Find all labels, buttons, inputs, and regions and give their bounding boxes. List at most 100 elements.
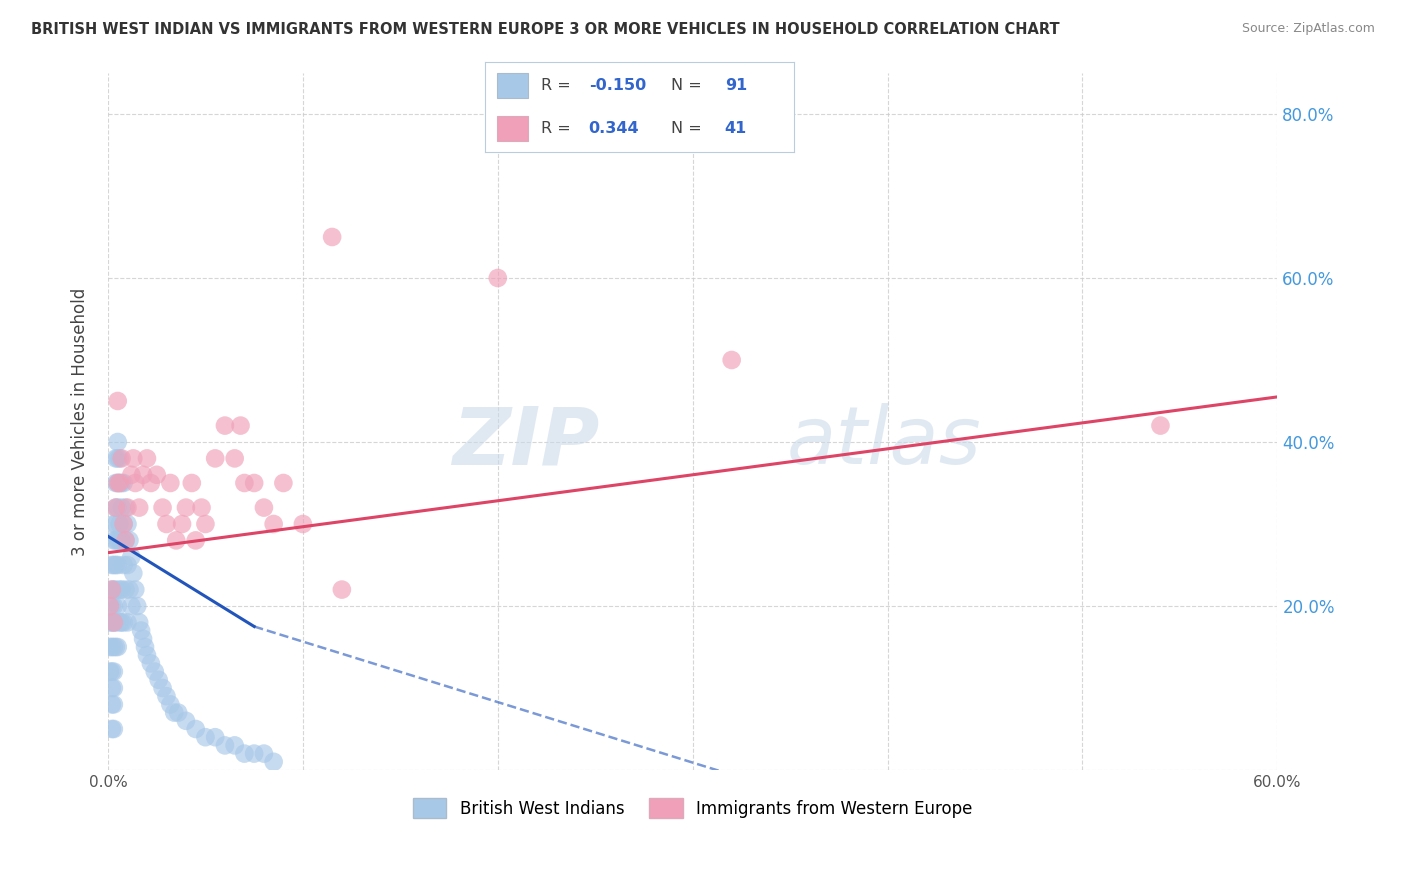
- Point: [103, 681, 125, 695]
- Point: [101, 582, 124, 597]
- Point: [145, 467, 167, 482]
- Point: [224, 451, 246, 466]
- Point: [273, 475, 295, 490]
- Point: [111, 500, 134, 515]
- Point: [253, 747, 276, 761]
- Point: [124, 475, 146, 490]
- Point: [101, 640, 124, 654]
- Text: 91: 91: [725, 78, 747, 93]
- Point: [139, 657, 162, 671]
- Text: N =: N =: [671, 121, 707, 136]
- Point: [124, 582, 146, 597]
- Point: [159, 475, 181, 490]
- Point: [111, 615, 134, 630]
- Point: [194, 516, 217, 531]
- Point: [111, 582, 134, 597]
- Point: [112, 516, 135, 531]
- Point: [132, 467, 155, 482]
- Point: [112, 516, 135, 531]
- Point: [107, 533, 129, 548]
- Point: [117, 516, 139, 531]
- Point: [117, 558, 139, 572]
- Y-axis label: 3 or more Vehicles in Household: 3 or more Vehicles in Household: [72, 287, 89, 556]
- Point: [129, 624, 152, 638]
- Point: [163, 706, 186, 720]
- Point: [104, 615, 127, 630]
- Point: [112, 475, 135, 490]
- Point: [184, 722, 207, 736]
- Text: R =: R =: [541, 121, 575, 136]
- Point: [184, 533, 207, 548]
- Point: [114, 533, 136, 548]
- Point: [103, 558, 125, 572]
- FancyBboxPatch shape: [498, 116, 529, 141]
- Point: [103, 698, 125, 712]
- Point: [118, 533, 141, 548]
- Point: [117, 615, 139, 630]
- Point: [98, 599, 121, 613]
- Text: ZIP: ZIP: [451, 403, 599, 482]
- Point: [108, 533, 131, 548]
- Text: R =: R =: [541, 78, 575, 93]
- Point: [204, 730, 226, 744]
- Point: [98, 640, 121, 654]
- Point: [101, 615, 124, 630]
- Point: [1149, 418, 1171, 433]
- Point: [101, 558, 124, 572]
- Point: [190, 500, 212, 515]
- Point: [120, 549, 142, 564]
- Point: [155, 516, 177, 531]
- Point: [243, 747, 266, 761]
- Point: [104, 640, 127, 654]
- Point: [101, 582, 124, 597]
- Point: [143, 665, 166, 679]
- Point: [128, 500, 150, 515]
- Point: [107, 435, 129, 450]
- Point: [103, 516, 125, 531]
- Point: [107, 500, 129, 515]
- Point: [214, 418, 236, 433]
- Point: [101, 681, 124, 695]
- Point: [111, 533, 134, 548]
- Point: [132, 632, 155, 646]
- Point: [107, 394, 129, 409]
- Point: [104, 582, 127, 597]
- Point: [148, 673, 170, 687]
- Point: [108, 451, 131, 466]
- Point: [114, 582, 136, 597]
- Point: [112, 615, 135, 630]
- Point: [111, 475, 134, 490]
- Point: [152, 500, 174, 515]
- Point: [263, 516, 285, 531]
- Text: -0.150: -0.150: [589, 78, 645, 93]
- Point: [204, 451, 226, 466]
- Point: [114, 533, 136, 548]
- Point: [107, 475, 129, 490]
- Point: [107, 640, 129, 654]
- Point: [136, 451, 159, 466]
- Point: [108, 516, 131, 531]
- Point: [101, 599, 124, 613]
- Point: [101, 665, 124, 679]
- Point: [101, 722, 124, 736]
- Point: [139, 475, 162, 490]
- Text: 0.344: 0.344: [589, 121, 640, 136]
- Point: [103, 665, 125, 679]
- Point: [127, 599, 149, 613]
- FancyBboxPatch shape: [498, 73, 529, 98]
- Point: [330, 582, 353, 597]
- Point: [291, 516, 314, 531]
- Point: [107, 558, 129, 572]
- Point: [117, 500, 139, 515]
- Point: [107, 451, 129, 466]
- Text: 41: 41: [725, 121, 747, 136]
- Point: [108, 582, 131, 597]
- Point: [321, 230, 343, 244]
- Point: [108, 615, 131, 630]
- Point: [104, 475, 127, 490]
- Point: [104, 500, 127, 515]
- Point: [104, 500, 127, 515]
- Text: Source: ZipAtlas.com: Source: ZipAtlas.com: [1241, 22, 1375, 36]
- Point: [152, 681, 174, 695]
- Point: [103, 533, 125, 548]
